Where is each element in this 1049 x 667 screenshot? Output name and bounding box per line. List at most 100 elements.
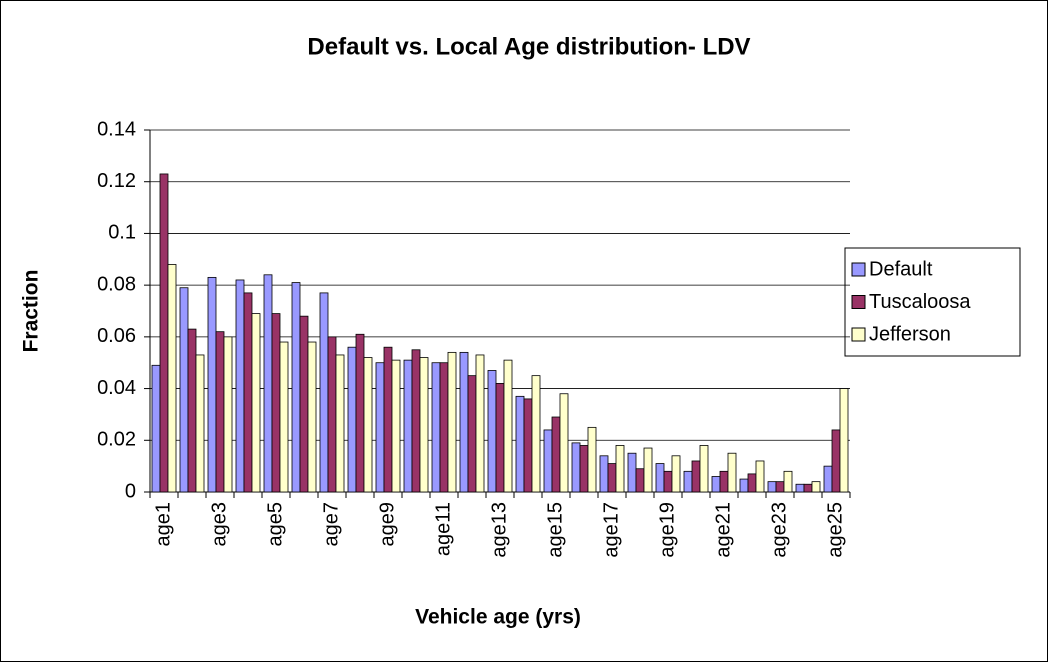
bar xyxy=(671,455,681,493)
bar xyxy=(279,341,289,493)
y-tick-label: 0 xyxy=(125,480,136,502)
bar xyxy=(363,357,373,493)
bar xyxy=(335,354,345,493)
y-tick-label: 0.12 xyxy=(97,170,136,192)
bar xyxy=(747,473,757,493)
bar xyxy=(307,341,317,493)
bar xyxy=(151,364,161,493)
legend-label: Tuscaloosa xyxy=(869,291,971,313)
bar xyxy=(839,388,849,493)
legend-swatch xyxy=(851,262,866,277)
bar xyxy=(375,362,385,493)
x-tick-label: age15 xyxy=(544,502,566,558)
bar xyxy=(291,282,301,493)
x-tick-label: age5 xyxy=(264,502,286,547)
bar xyxy=(159,173,169,493)
bar xyxy=(683,470,693,493)
bar xyxy=(531,375,541,493)
bar xyxy=(559,393,569,493)
y-tick-label: 0.04 xyxy=(97,377,136,399)
bar xyxy=(755,460,765,493)
bar xyxy=(475,354,485,493)
bar xyxy=(403,359,413,493)
legend-label: Jefferson xyxy=(869,323,951,345)
bar xyxy=(579,445,589,493)
bar xyxy=(767,481,777,493)
bar xyxy=(795,483,805,493)
x-axis-label: Vehicle age (yrs) xyxy=(415,606,581,629)
bar xyxy=(691,460,701,493)
bar xyxy=(627,452,637,493)
bar xyxy=(523,398,533,493)
bar xyxy=(263,274,273,493)
bar xyxy=(551,416,561,493)
bar xyxy=(571,442,581,493)
x-tick-label: age17 xyxy=(600,502,622,558)
y-tick-label: 0.14 xyxy=(97,118,136,140)
y-axis-label: Fraction xyxy=(20,270,43,353)
bar xyxy=(607,463,617,493)
bar xyxy=(251,313,261,493)
bar xyxy=(319,292,329,493)
bar xyxy=(243,292,253,493)
x-tick-label: age11 xyxy=(432,502,454,556)
bar xyxy=(431,362,441,493)
bar xyxy=(179,287,189,493)
bar xyxy=(271,313,281,493)
bar xyxy=(503,359,513,493)
bar xyxy=(419,357,429,493)
bar xyxy=(207,276,217,493)
bar xyxy=(543,429,553,493)
bar xyxy=(831,429,841,493)
bar xyxy=(811,481,821,493)
bar xyxy=(215,331,225,493)
y-tick-label: 0.08 xyxy=(97,273,136,295)
bar xyxy=(515,395,525,493)
chart-title: Default vs. Local Age distribution- LDV xyxy=(307,33,750,60)
y-tick-label: 0.06 xyxy=(97,325,136,347)
y-tick-label: 0.1 xyxy=(108,222,136,244)
x-tick-label: age21 xyxy=(712,502,734,558)
bar xyxy=(487,370,497,493)
bar xyxy=(167,264,177,493)
bar xyxy=(347,346,357,493)
bar xyxy=(643,447,653,493)
bar xyxy=(711,476,721,493)
bar xyxy=(783,470,793,493)
bar xyxy=(299,315,309,493)
bar xyxy=(355,333,365,493)
legend-swatch xyxy=(851,327,866,342)
x-tick-label: age13 xyxy=(488,502,510,558)
bar xyxy=(663,470,673,493)
legend-label: Default xyxy=(869,258,933,280)
bar xyxy=(727,452,737,493)
legend-swatch xyxy=(851,295,866,309)
x-tick-label: age25 xyxy=(824,502,846,558)
bar xyxy=(235,279,245,493)
bar xyxy=(187,328,197,493)
bar xyxy=(699,445,709,493)
bar xyxy=(459,351,469,493)
bar xyxy=(327,336,337,493)
bar xyxy=(615,445,625,493)
bar xyxy=(635,468,645,493)
bar xyxy=(447,351,457,493)
bar xyxy=(223,336,233,493)
x-tick-label: age3 xyxy=(208,502,230,547)
bar xyxy=(495,382,505,493)
x-tick-label: age19 xyxy=(656,502,678,558)
x-tick-label: age23 xyxy=(768,502,790,558)
bar xyxy=(467,375,477,493)
legend-box xyxy=(844,247,1021,357)
bar xyxy=(719,470,729,493)
bar xyxy=(587,426,597,493)
y-tick-label: 0.02 xyxy=(97,429,136,451)
bar xyxy=(803,483,813,493)
bar xyxy=(383,346,393,493)
bar xyxy=(823,465,833,493)
bar xyxy=(599,455,609,493)
bar xyxy=(391,359,401,493)
bar xyxy=(655,463,665,493)
bar xyxy=(411,349,421,493)
